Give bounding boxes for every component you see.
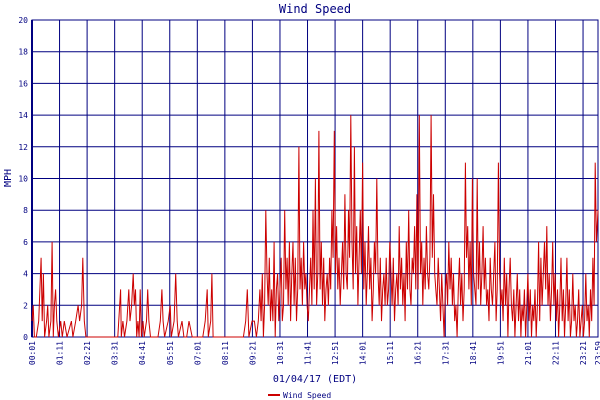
y-axis-label: MPH [3, 169, 14, 187]
x-tick-label: 08:11 [221, 341, 230, 365]
x-tick-label: 22:11 [551, 341, 560, 365]
y-tick-label: 10 [18, 175, 28, 184]
wind-speed-series-line [31, 115, 599, 338]
y-tick-label: 14 [18, 111, 28, 120]
y-tick-label: 8 [23, 206, 28, 215]
y-tick-label: 16 [18, 79, 28, 88]
chart-title: Wind Speed [279, 2, 351, 16]
x-tick-label: 23:59 [594, 341, 600, 365]
x-tick-label: 12:51 [331, 341, 340, 365]
y-tick-label: 0 [23, 333, 28, 342]
x-tick-label: 03:31 [111, 341, 120, 365]
x-tick-label: 23:21 [579, 341, 588, 365]
y-tick-label: 12 [18, 143, 28, 152]
x-tick-label: 07:01 [193, 341, 202, 365]
x-tick-label: 00:01 [28, 341, 37, 365]
x-tick-label: 18:41 [469, 341, 478, 365]
grid-lines [31, 19, 599, 338]
y-tick-label: 4 [23, 270, 28, 279]
x-tick-label: 16:21 [414, 341, 423, 365]
y-tick-label: 18 [18, 48, 28, 57]
y-tick-label: 20 [18, 16, 28, 25]
x-tick-label: 14:01 [359, 341, 368, 365]
x-tick-label: 17:31 [441, 341, 450, 365]
y-axis-ticks: 0 2 4 6 8 10 12 14 16 18 20 [18, 16, 28, 342]
x-tick-label: 15:11 [386, 341, 395, 365]
x-tick-label: 01:11 [56, 341, 65, 365]
x-tick-label: 10:31 [276, 341, 285, 365]
series-layer [31, 115, 599, 338]
x-tick-label: 02:21 [83, 341, 92, 365]
x-axis-label: 01/04/17 (EDT) [273, 374, 357, 385]
x-tick-label: 04:41 [138, 341, 147, 365]
legend: Wind Speed [268, 391, 331, 400]
x-tick-label: 21:01 [524, 341, 533, 365]
legend-label: Wind Speed [283, 391, 331, 400]
x-tick-label: 11:41 [304, 341, 313, 365]
y-tick-label: 6 [23, 238, 28, 247]
x-axis-ticks: 00:01 01:11 02:21 03:31 04:41 05:51 07:01 08:11… [28, 341, 600, 365]
x-tick-label: 09:21 [248, 341, 257, 365]
y-tick-label: 2 [23, 301, 28, 310]
x-tick-label: 05:51 [166, 341, 175, 365]
x-tick-label: 19:51 [496, 341, 505, 365]
